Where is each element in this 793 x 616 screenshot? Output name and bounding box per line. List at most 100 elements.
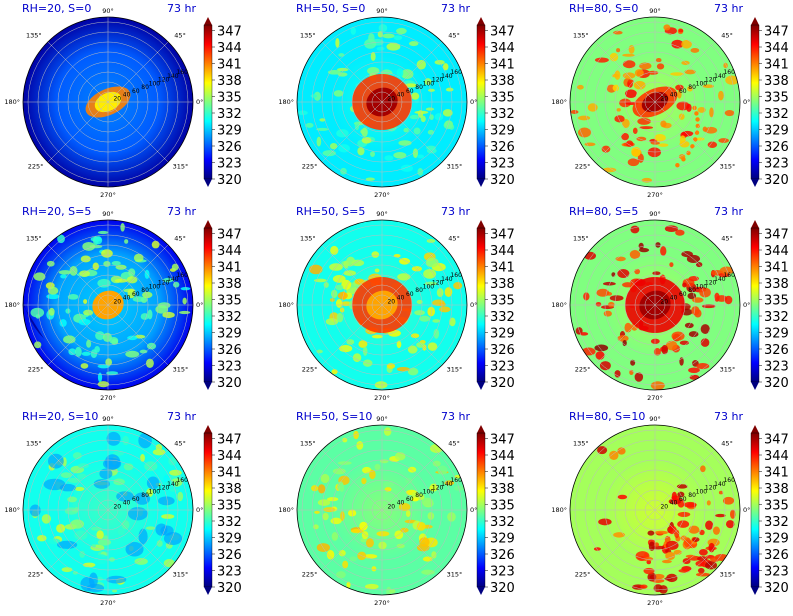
radial-tick-label: 100 xyxy=(696,283,708,290)
heatmap-cell xyxy=(699,529,705,536)
heatmap-cell xyxy=(317,499,331,506)
heatmap-cell xyxy=(58,270,72,275)
heatmap-cell xyxy=(338,549,346,557)
radial-tick-label: 60 xyxy=(132,291,140,298)
heatmap-cell xyxy=(407,466,417,473)
heatmap-cell xyxy=(416,342,425,348)
angle-tick-label: 180° xyxy=(4,506,20,514)
colorbar-tick-label: 329 xyxy=(490,327,515,342)
colorbar-bar xyxy=(476,432,486,588)
heatmap-cell xyxy=(640,584,648,589)
heatmap-cell xyxy=(398,140,412,146)
angle-tick-label: 0° xyxy=(196,506,203,514)
angular-gridline xyxy=(654,244,716,306)
angle-tick-label: 180° xyxy=(551,506,567,514)
heatmap-cell xyxy=(414,110,429,115)
angle-tick-label: 45° xyxy=(448,31,460,39)
heatmap-cell xyxy=(97,230,109,235)
heatmap-cell xyxy=(74,507,80,512)
heatmap-cell xyxy=(46,260,55,267)
colorbar-tick-label: 323 xyxy=(217,360,242,375)
colorbar-extend-bottom xyxy=(204,179,212,187)
heatmap-cell xyxy=(180,287,191,291)
angular-gridline xyxy=(654,41,716,103)
colorbar-tick-label: 341 xyxy=(217,261,242,276)
heatmap-cell xyxy=(616,108,621,112)
heatmap-cell xyxy=(629,369,634,376)
colorbar-tick-label: 347 xyxy=(217,25,242,40)
radial-tick-label: 140 xyxy=(167,276,179,283)
heatmap-cell xyxy=(411,497,419,502)
colorbar-tick-label: 344 xyxy=(764,41,789,56)
angular-gridline xyxy=(381,244,443,306)
heatmap-cell xyxy=(82,241,96,251)
heatmap-cell xyxy=(106,371,119,376)
polar-frame xyxy=(296,16,468,188)
angle-tick-label: 90° xyxy=(376,7,388,15)
heatmap-cell xyxy=(664,225,679,233)
heatmap-cell xyxy=(382,33,395,39)
heatmap-cell xyxy=(357,147,365,156)
angular-gridline xyxy=(107,41,169,103)
angle-tick-label: 45° xyxy=(448,234,460,242)
heatmap-cell xyxy=(660,246,667,256)
heatmap-cell xyxy=(171,263,179,271)
panel-time-label: 73 hr xyxy=(714,205,743,218)
heatmap-cell xyxy=(74,530,88,541)
heatmap-cell xyxy=(700,465,706,473)
heatmap-cell xyxy=(60,274,67,279)
heatmap-cell xyxy=(608,301,615,308)
heatmap-cell xyxy=(697,567,705,574)
heatmap-cell xyxy=(96,530,104,540)
radial-tick-label: 140 xyxy=(441,73,453,80)
radial-tick-label: 100 xyxy=(696,488,708,495)
angular-gridline xyxy=(107,304,169,366)
angle-tick-label: 225° xyxy=(575,365,591,373)
angle-tick-label: 225° xyxy=(28,162,44,170)
heatmap-cell xyxy=(417,154,425,159)
heatmap-cell xyxy=(665,340,678,351)
angle-tick-label: 135° xyxy=(300,31,316,39)
heatmap-cell xyxy=(111,260,121,266)
heatmap-cell xyxy=(81,351,91,356)
heatmap-cell xyxy=(139,349,148,354)
radial-tick-label: 20 xyxy=(387,298,395,305)
heatmap-cell xyxy=(70,519,85,529)
heatmap-cell xyxy=(690,47,700,53)
colorbar-tick-label: 338 xyxy=(764,482,789,497)
colorbar-extend-bottom xyxy=(204,587,212,595)
heatmap-cell xyxy=(584,142,596,147)
heatmap-cell xyxy=(432,319,441,323)
heatmap-cell xyxy=(601,145,611,153)
panel-title: RH=80, S=5 xyxy=(569,205,638,218)
heatmap-cell xyxy=(65,308,71,314)
colorbar-tick-label: 326 xyxy=(217,343,242,358)
heatmap-cell xyxy=(371,251,380,258)
heatmap-cell xyxy=(654,542,659,547)
heatmap-cell xyxy=(133,253,144,262)
heatmap-cell xyxy=(625,89,637,98)
heatmap-cell xyxy=(383,481,395,488)
polar-grid xyxy=(23,425,193,595)
heatmap-cell xyxy=(431,551,437,559)
radial-tick-label: 160 xyxy=(723,477,735,484)
heatmap-cell xyxy=(595,351,605,360)
heatmap-cell xyxy=(327,70,341,75)
polar-grid xyxy=(297,17,467,187)
heatmap-dry-patch xyxy=(158,496,175,506)
colorbar-extend-bottom xyxy=(751,179,759,187)
heatmap-cell xyxy=(326,549,335,560)
heatmap-cell xyxy=(639,62,652,70)
heatmap-cell xyxy=(47,538,61,545)
angle-tick-label: 90° xyxy=(102,7,114,15)
heatmap-cell xyxy=(692,537,700,542)
colorbar-tick-label: 323 xyxy=(490,157,515,172)
angular-gridline xyxy=(381,304,443,366)
heatmap-cell xyxy=(162,277,174,283)
heatmap-cell xyxy=(399,257,411,265)
angle-tick-label: 180° xyxy=(4,301,20,309)
colorbar-tick-label: 326 xyxy=(490,140,515,155)
heatmap-cell xyxy=(715,513,726,518)
